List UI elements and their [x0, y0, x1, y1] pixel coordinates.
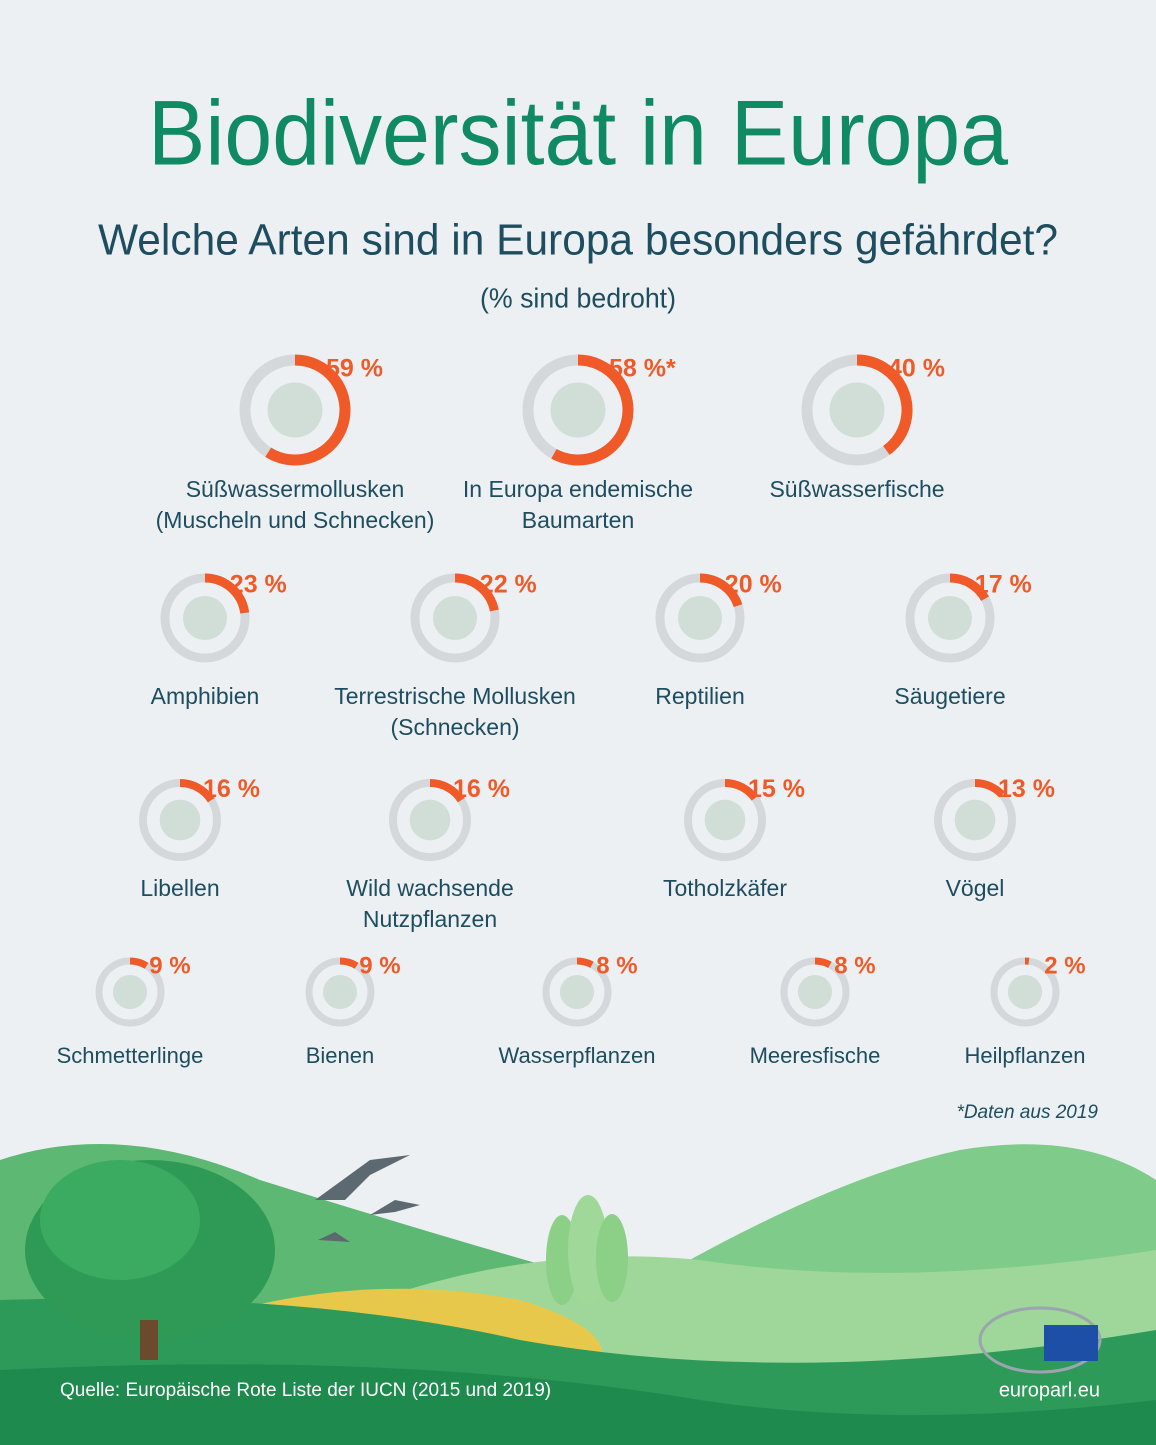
icon — [112, 974, 148, 1010]
category-label: Meeresfische — [750, 1043, 881, 1068]
ring-arc — [129, 957, 149, 969]
ring-arc — [814, 957, 832, 968]
ring-arc — [429, 779, 465, 803]
category-label: Wasserpflanzen — [499, 1043, 656, 1068]
category-label: Säugetiere — [894, 683, 1005, 709]
ring-arc — [179, 779, 215, 803]
icon — [797, 974, 833, 1010]
category-label: In Europa endemische — [463, 476, 693, 502]
value-label: 8 % — [834, 953, 875, 980]
title: Biodiversität in Europa — [148, 82, 1009, 184]
category-label: (Muscheln und Schnecken) — [156, 507, 435, 533]
value-label: 2 % — [1044, 953, 1085, 980]
icon — [559, 974, 595, 1010]
value-label: 16 % — [203, 775, 260, 803]
value-label: 20 % — [725, 571, 782, 599]
landscape — [0, 1144, 1156, 1445]
category-label: Süßwasserfische — [769, 476, 944, 502]
icon — [409, 799, 451, 841]
icon — [1007, 974, 1043, 1010]
value-label: 23 % — [230, 571, 287, 599]
value-label: 9 % — [359, 953, 400, 980]
icon — [829, 382, 885, 438]
ring-arc — [454, 573, 499, 612]
icon — [704, 799, 746, 841]
ring-arc — [949, 573, 989, 602]
footnote: *Daten aus 2019 — [956, 1102, 1098, 1123]
icon — [678, 596, 722, 640]
category-label: Terrestrische Mollusken — [334, 683, 576, 709]
ring-arc — [576, 957, 594, 968]
website: europarl.eu — [999, 1379, 1100, 1401]
category-label: Reptilien — [655, 683, 745, 709]
value-label: 13 % — [998, 775, 1055, 803]
icon — [322, 974, 358, 1010]
category-label: Vögel — [946, 875, 1005, 901]
ring-arc — [204, 573, 250, 614]
value-label: 8 % — [596, 953, 637, 980]
category-label: Nutzpflanzen — [363, 906, 497, 932]
category-label: Bienen — [306, 1043, 375, 1068]
icon — [159, 799, 201, 841]
icon — [928, 596, 972, 640]
source: Quelle: Europäische Rote Liste der IUCN … — [60, 1380, 551, 1401]
category-label: Baumarten — [522, 507, 635, 533]
value-label: 17 % — [975, 571, 1032, 599]
value-label: 15 % — [748, 775, 805, 803]
category-label: Schmetterlinge — [57, 1043, 204, 1068]
ring-arc — [856, 354, 913, 455]
category-label: Wild wachsende — [346, 875, 513, 901]
category-label: Amphibien — [151, 683, 260, 709]
value-label: 59 % — [326, 355, 383, 383]
value-label: 40 % — [888, 355, 945, 383]
icon — [954, 799, 996, 841]
icon — [550, 382, 606, 438]
value-label: 9 % — [149, 953, 190, 980]
value-label: 58 %* — [609, 355, 676, 383]
icon — [267, 382, 323, 438]
value-label: 22 % — [480, 571, 537, 599]
category-label: Libellen — [140, 875, 219, 901]
icon — [183, 596, 227, 640]
ring-arc — [339, 957, 359, 969]
ring-arc — [551, 354, 634, 466]
category-label: (Schnecken) — [390, 714, 519, 740]
ring-arc — [974, 779, 1005, 798]
ring-arc — [699, 573, 743, 608]
ring-arc — [265, 354, 351, 466]
category-label: Süßwassermollusken — [186, 476, 405, 502]
value-label: 16 % — [453, 775, 510, 803]
unit-note: (% sind bedroht) — [480, 282, 676, 313]
ring-arc — [724, 779, 759, 801]
category-label: Totholzkäfer — [663, 875, 787, 901]
subtitle: Welche Arten sind in Europa besonders ge… — [98, 216, 1058, 265]
icon — [433, 596, 477, 640]
category-label: Heilpflanzen — [964, 1043, 1085, 1068]
